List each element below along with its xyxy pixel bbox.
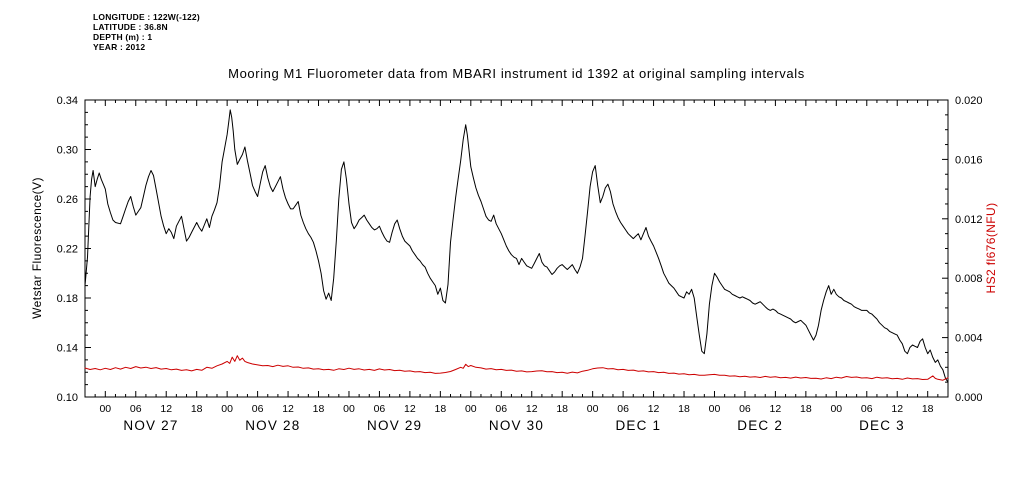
metadata-depth: DEPTH (m) : 1: [93, 32, 153, 42]
svg-text:0.14: 0.14: [57, 343, 78, 355]
chart-title: Mooring M1 Fluorometer data from MBARI i…: [228, 66, 805, 81]
svg-text:00: 00: [99, 403, 111, 415]
left-axis: 0.10 0.14 0.18 0.22 0.26 0.30 0.34: [57, 95, 91, 404]
metadata-block: LONGITUDE : 122W(-122) LATITUDE : 36.8N …: [93, 12, 200, 52]
right-axis: 0.000 0.004 0.008 0.012 0.016 0.020: [942, 95, 983, 404]
svg-text:18: 18: [922, 403, 934, 415]
svg-text:00: 00: [465, 403, 477, 415]
svg-text:0.012: 0.012: [955, 214, 983, 226]
svg-text:12: 12: [404, 403, 416, 415]
metadata-latitude: LATITUDE : 36.8N: [93, 22, 168, 32]
svg-text:18: 18: [191, 403, 203, 415]
svg-text:NOV 27: NOV 27: [123, 418, 178, 433]
day-labels: NOV 27 NOV 28 NOV 29 NOV 30 DEC 1 DEC 2 DEC 3: [123, 418, 905, 433]
svg-text:NOV 30: NOV 30: [489, 418, 544, 433]
svg-text:12: 12: [770, 403, 782, 415]
series-wetstar-fluorescence: [84, 109, 949, 383]
svg-text:18: 18: [313, 403, 325, 415]
svg-text:06: 06: [861, 403, 873, 415]
svg-text:00: 00: [221, 403, 233, 415]
svg-text:12: 12: [526, 403, 538, 415]
x-axis: 00 06 12 18 00 06 12 18 00 06 12 18 00 06 12 18 00 06 12 18…: [84, 100, 949, 415]
svg-text:00: 00: [830, 403, 842, 415]
svg-text:12: 12: [160, 403, 172, 415]
svg-text:18: 18: [800, 403, 812, 415]
svg-text:12: 12: [282, 403, 294, 415]
svg-text:DEC 1: DEC 1: [615, 418, 661, 433]
svg-text:18: 18: [678, 403, 690, 415]
series-hs2-fl676: [84, 355, 949, 381]
svg-text:00: 00: [343, 403, 355, 415]
svg-text:06: 06: [130, 403, 142, 415]
svg-text:0.004: 0.004: [955, 333, 983, 345]
svg-text:06: 06: [252, 403, 264, 415]
svg-text:NOV 28: NOV 28: [245, 418, 300, 433]
svg-text:12: 12: [891, 403, 903, 415]
plot-frame: [84, 99, 949, 398]
svg-text:00: 00: [587, 403, 599, 415]
metadata-year: YEAR : 2012: [93, 42, 146, 52]
svg-text:06: 06: [617, 403, 629, 415]
svg-text:0.34: 0.34: [57, 95, 78, 107]
svg-text:0.008: 0.008: [955, 273, 983, 285]
svg-text:0.26: 0.26: [57, 194, 78, 206]
svg-text:0.020: 0.020: [955, 95, 983, 107]
svg-text:06: 06: [495, 403, 507, 415]
svg-text:DEC 3: DEC 3: [859, 418, 905, 433]
svg-text:12: 12: [648, 403, 660, 415]
svg-text:06: 06: [739, 403, 751, 415]
svg-text:18: 18: [556, 403, 568, 415]
svg-text:0.016: 0.016: [955, 154, 983, 166]
metadata-longitude: LONGITUDE : 122W(-122): [93, 12, 200, 22]
svg-text:DEC 2: DEC 2: [737, 418, 783, 433]
svg-text:18: 18: [435, 403, 447, 415]
svg-text:0.30: 0.30: [57, 145, 78, 157]
svg-text:0.22: 0.22: [57, 244, 78, 256]
svg-text:0.18: 0.18: [57, 293, 78, 305]
svg-text:NOV 29: NOV 29: [367, 418, 422, 433]
svg-text:06: 06: [374, 403, 386, 415]
svg-text:0.000: 0.000: [955, 392, 983, 404]
svg-text:0.10: 0.10: [57, 392, 78, 404]
svg-text:00: 00: [709, 403, 721, 415]
